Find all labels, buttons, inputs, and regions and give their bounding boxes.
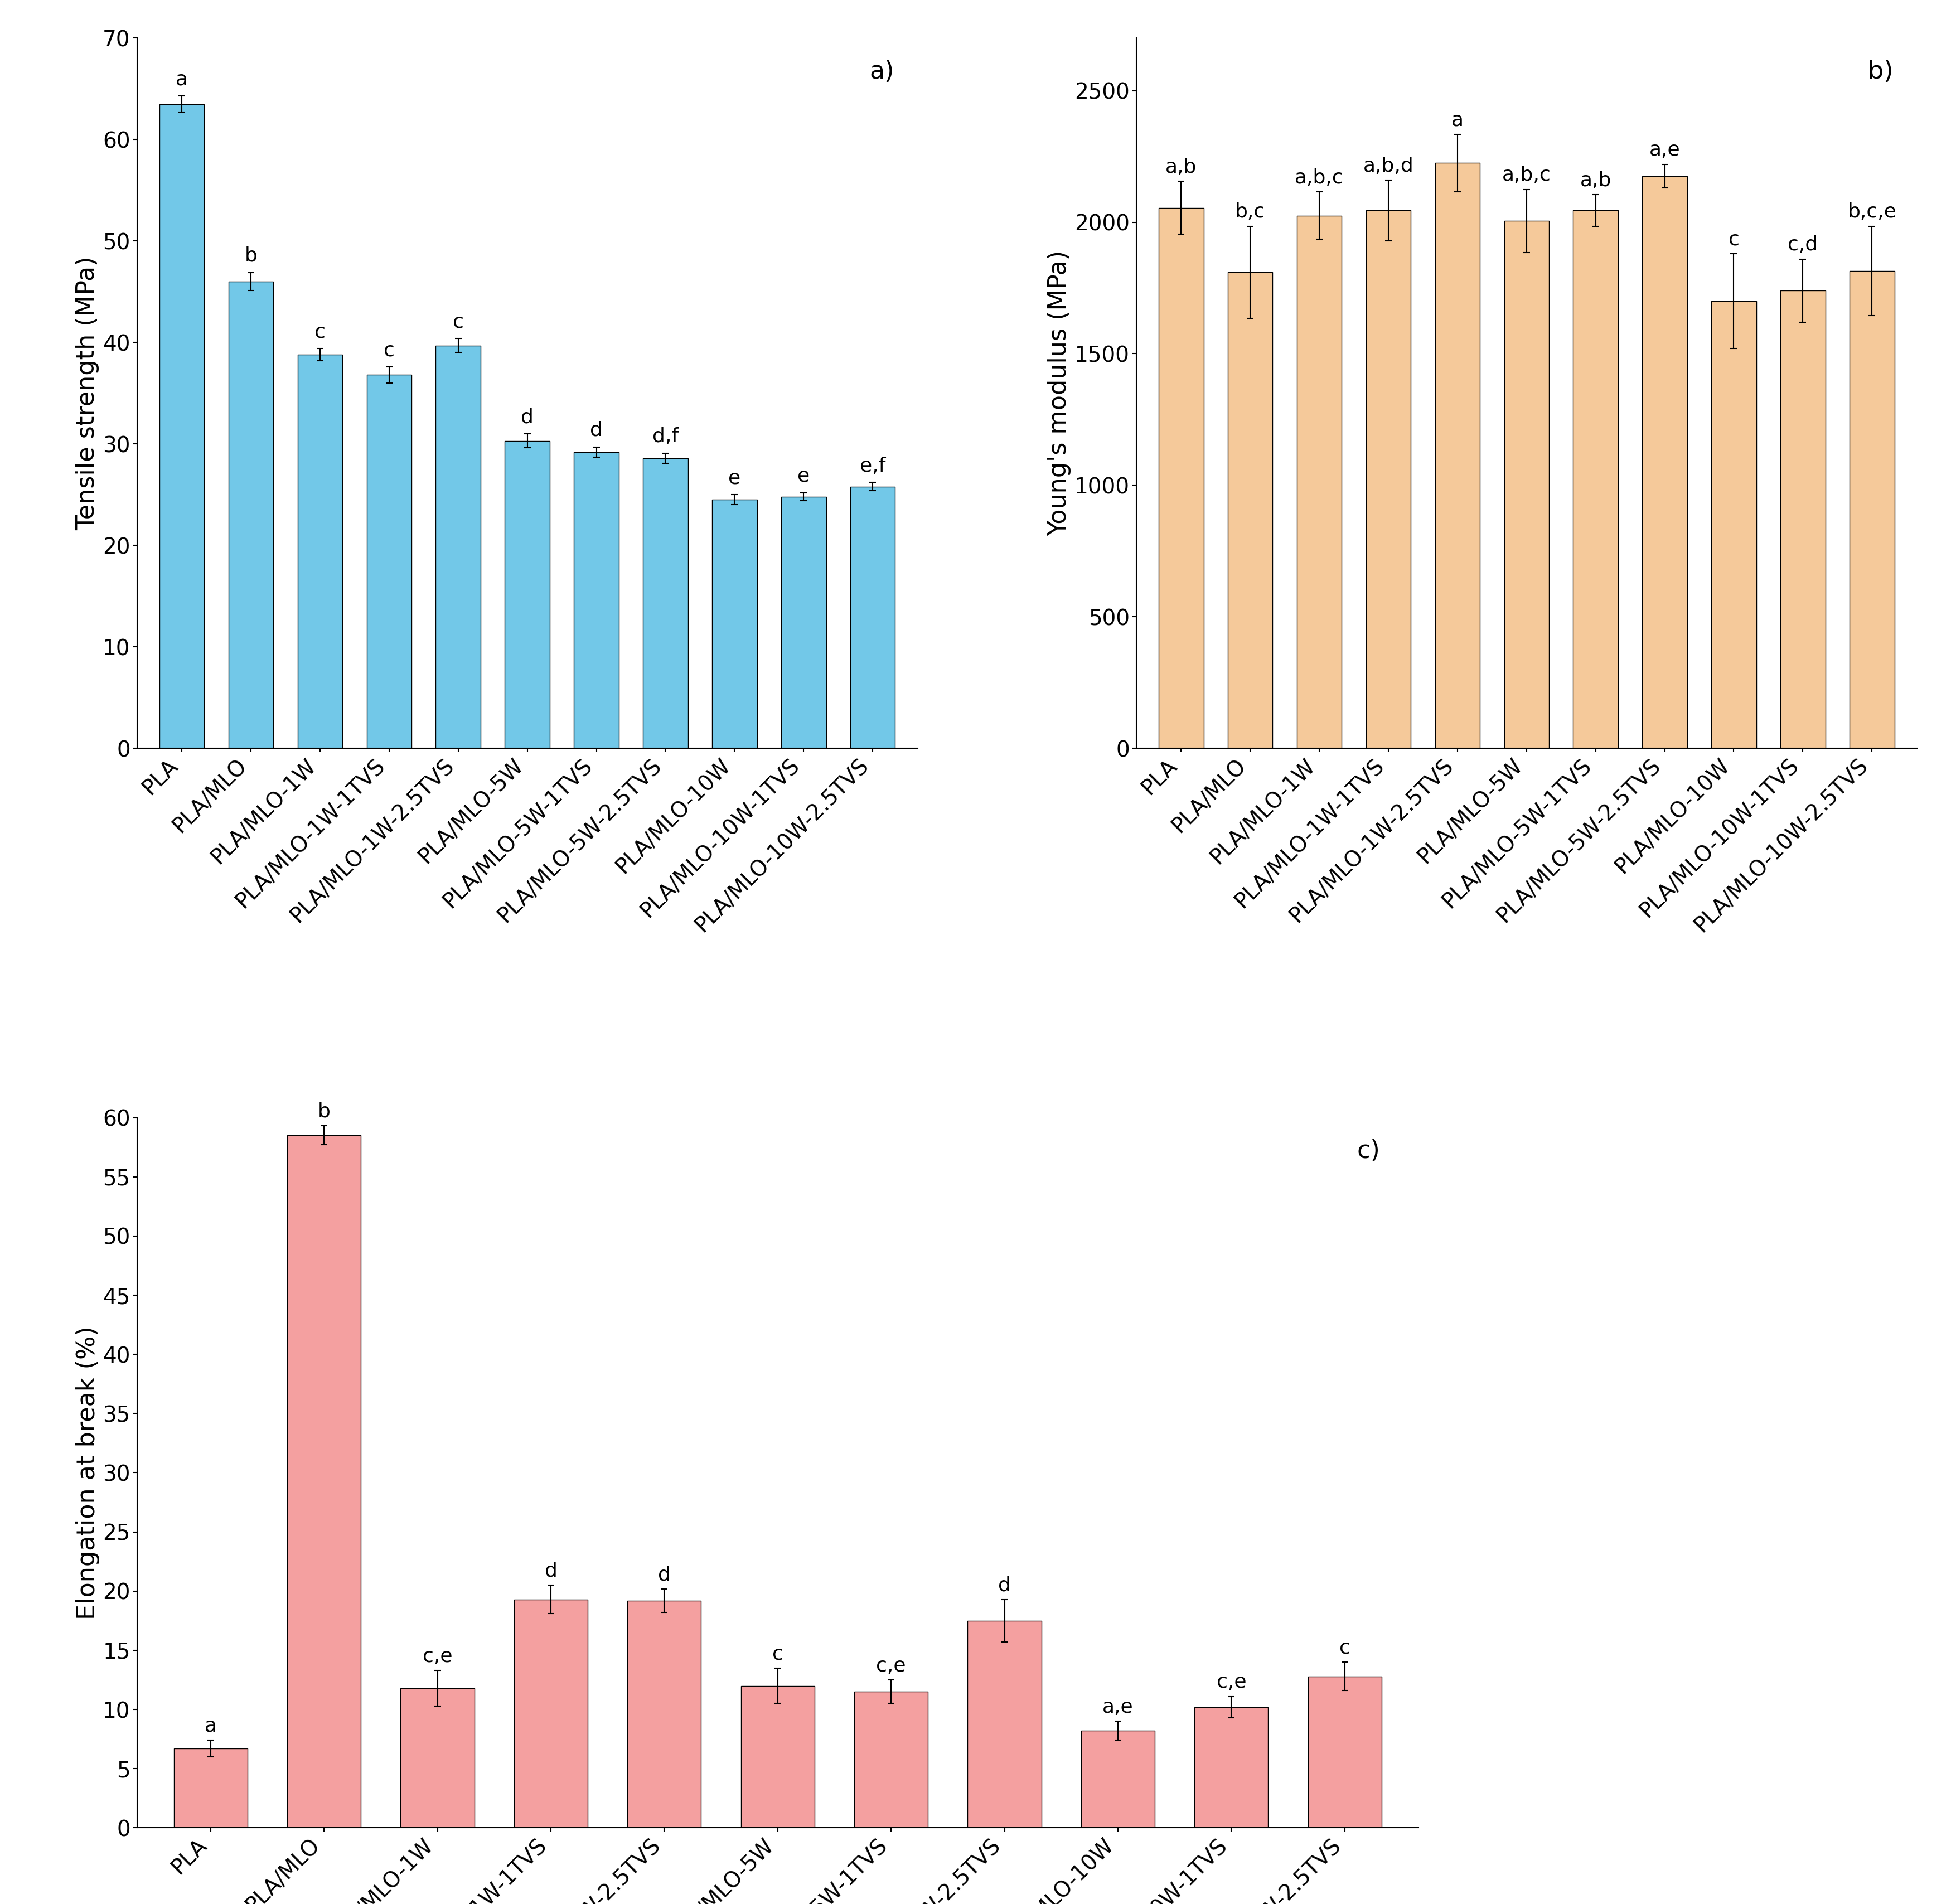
Bar bbox=[1195, 1708, 1267, 1828]
Bar bbox=[158, 105, 203, 748]
Text: b,c: b,c bbox=[1234, 202, 1266, 221]
Bar bbox=[514, 1599, 587, 1828]
Bar bbox=[1436, 164, 1481, 748]
Text: d: d bbox=[591, 421, 602, 440]
Bar bbox=[851, 487, 896, 748]
Bar bbox=[968, 1620, 1041, 1828]
Text: b): b) bbox=[1868, 59, 1893, 84]
Bar bbox=[1158, 208, 1203, 748]
Bar bbox=[1643, 177, 1688, 748]
Bar bbox=[1850, 270, 1895, 748]
Bar bbox=[174, 1748, 248, 1828]
Text: b,c,e: b,c,e bbox=[1848, 202, 1897, 221]
Text: d: d bbox=[657, 1565, 671, 1584]
Bar bbox=[229, 282, 274, 748]
Text: d: d bbox=[544, 1561, 557, 1580]
Y-axis label: Elongation at break (%): Elongation at break (%) bbox=[76, 1325, 100, 1620]
Bar bbox=[366, 375, 411, 748]
Text: b: b bbox=[317, 1102, 331, 1121]
Text: a,b,c: a,b,c bbox=[1502, 166, 1551, 185]
Text: a: a bbox=[205, 1717, 217, 1736]
Bar bbox=[1711, 301, 1756, 748]
Bar bbox=[1082, 1731, 1154, 1828]
Text: d,f: d,f bbox=[651, 426, 679, 446]
Text: d: d bbox=[998, 1577, 1011, 1596]
Bar bbox=[1297, 215, 1342, 748]
Text: a,e: a,e bbox=[1649, 141, 1680, 160]
Bar bbox=[741, 1685, 814, 1828]
Text: a: a bbox=[176, 70, 188, 89]
Text: e: e bbox=[798, 466, 810, 486]
Text: e,f: e,f bbox=[861, 457, 886, 476]
Text: a,b,d: a,b,d bbox=[1363, 156, 1414, 175]
Text: c,e: c,e bbox=[422, 1647, 452, 1666]
Bar bbox=[1504, 221, 1549, 748]
Text: a): a) bbox=[868, 59, 894, 84]
Text: d: d bbox=[520, 407, 534, 426]
Text: e: e bbox=[728, 468, 741, 487]
Bar bbox=[1780, 291, 1825, 748]
Bar bbox=[1573, 209, 1618, 748]
Bar bbox=[780, 497, 825, 748]
Bar bbox=[505, 442, 550, 748]
Bar bbox=[628, 1601, 700, 1828]
Y-axis label: Tensile strength (MPa): Tensile strength (MPa) bbox=[76, 257, 100, 529]
Bar bbox=[288, 1135, 362, 1828]
Bar bbox=[401, 1689, 473, 1828]
Text: b: b bbox=[244, 246, 258, 265]
Bar bbox=[436, 345, 481, 748]
Bar bbox=[297, 354, 342, 748]
Text: c: c bbox=[315, 322, 325, 341]
Text: c,d: c,d bbox=[1788, 236, 1817, 255]
Bar bbox=[1228, 272, 1273, 748]
Text: c,e: c,e bbox=[1217, 1674, 1246, 1693]
Y-axis label: Young's modulus (MPa): Young's modulus (MPa) bbox=[1046, 251, 1072, 535]
Bar bbox=[712, 499, 757, 748]
Text: a,b: a,b bbox=[1166, 158, 1197, 177]
Text: c: c bbox=[383, 341, 395, 360]
Text: c): c) bbox=[1357, 1139, 1381, 1163]
Text: a,b: a,b bbox=[1580, 171, 1612, 190]
Text: c: c bbox=[1729, 230, 1739, 249]
Text: c: c bbox=[452, 312, 464, 331]
Text: a,e: a,e bbox=[1103, 1698, 1133, 1717]
Text: c,e: c,e bbox=[876, 1656, 906, 1676]
Bar bbox=[644, 459, 689, 748]
Bar bbox=[1309, 1676, 1381, 1828]
Text: c: c bbox=[773, 1645, 782, 1664]
Text: a: a bbox=[1451, 110, 1463, 129]
Text: c: c bbox=[1340, 1639, 1350, 1656]
Bar bbox=[855, 1693, 927, 1828]
Text: a,b,c: a,b,c bbox=[1295, 168, 1344, 187]
Bar bbox=[1365, 209, 1410, 748]
Bar bbox=[573, 451, 618, 748]
